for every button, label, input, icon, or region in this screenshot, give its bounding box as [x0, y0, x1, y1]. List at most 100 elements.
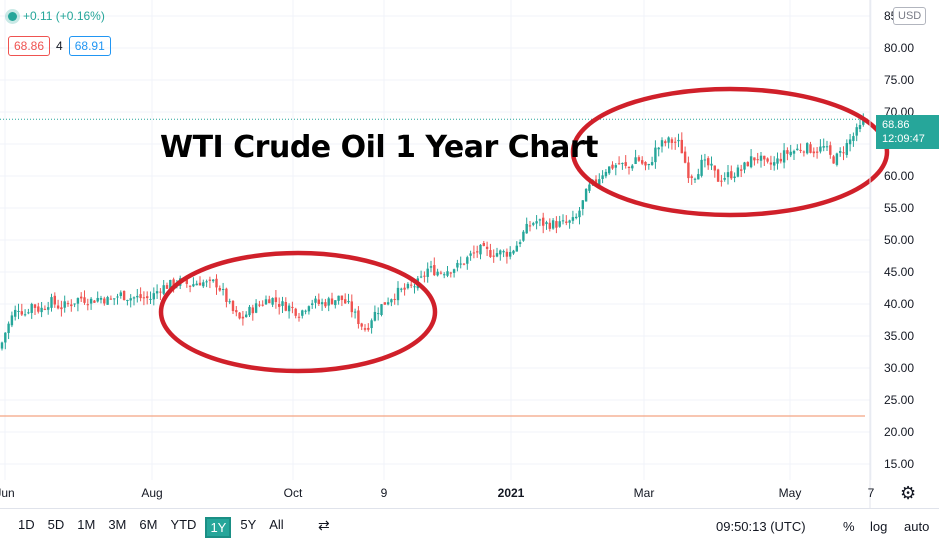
candle-body: [281, 301, 284, 306]
candle-body: [571, 217, 575, 221]
candle-body: [109, 298, 113, 300]
candle-body: [406, 283, 410, 289]
candle-body: [116, 296, 119, 298]
candle-body: [528, 225, 532, 227]
candle-body: [697, 174, 700, 180]
candle-body: [479, 244, 482, 255]
candle-body: [165, 285, 169, 289]
period-button-ytd[interactable]: YTD: [170, 517, 197, 532]
currency-label[interactable]: USD: [893, 7, 927, 25]
candle-body: [208, 279, 212, 281]
candle-body: [476, 251, 479, 253]
gear-icon[interactable]: ⚙: [900, 483, 917, 503]
candle-body: [228, 301, 231, 303]
y-tick-label: 30.00: [884, 361, 914, 375]
candle-body: [139, 294, 142, 299]
candle-body: [749, 156, 753, 168]
candle-body: [27, 312, 30, 314]
candle-body: [743, 162, 746, 170]
candle-body: [373, 311, 377, 321]
candle-body: [284, 301, 287, 311]
candle-body: [561, 220, 565, 222]
candle-body: [400, 288, 403, 290]
bar-countdown: 12:09:47: [882, 133, 925, 145]
candle-body: [287, 305, 291, 312]
candle-body: [439, 272, 443, 274]
candle-body: [545, 222, 548, 225]
period-button-3m[interactable]: 3M: [108, 517, 127, 532]
auto-toggle[interactable]: auto: [904, 519, 930, 534]
percent-toggle[interactable]: %: [843, 519, 855, 534]
candle-body: [377, 313, 380, 315]
candle-body: [33, 304, 37, 308]
candle-body: [548, 222, 551, 229]
period-button-1m[interactable]: 1M: [77, 517, 96, 532]
candle-body: [456, 262, 459, 268]
candle-body: [106, 297, 109, 305]
period-button-all[interactable]: All: [269, 517, 284, 532]
candle-body: [634, 157, 637, 164]
candle-body: [518, 242, 522, 244]
y-tick-label: 20.00: [884, 425, 914, 439]
period-button-6m[interactable]: 6M: [139, 517, 158, 532]
candle-body: [779, 158, 782, 162]
candle-body: [631, 165, 634, 169]
candle-body: [472, 252, 476, 254]
clock-time[interactable]: 09:50:13 (UTC): [716, 519, 806, 534]
time-axis: Jun Aug Oct 9 2021 Mar May 7: [0, 486, 875, 500]
candle-body: [700, 159, 703, 176]
period-button-5d[interactable]: 5D: [47, 517, 65, 532]
candle-body: [443, 274, 446, 276]
log-toggle[interactable]: log: [870, 519, 888, 534]
candle-body: [535, 221, 538, 224]
period-selector: 1D 5D 1M 3M 6M YTD 1Y 5Y All: [14, 517, 288, 538]
candle-body: [0, 342, 4, 349]
bottom-separator: [0, 508, 939, 509]
ask-button[interactable]: 68.91: [68, 36, 111, 56]
candle-body: [63, 301, 66, 308]
candle-body: [132, 297, 136, 299]
period-button-1y[interactable]: 1Y: [205, 517, 232, 538]
ellipse-annotations: [158, 86, 890, 374]
candle-body: [337, 295, 340, 301]
candle-body: [73, 303, 76, 305]
x-tick-label: 2021: [498, 486, 525, 500]
last-price-value: 68.86: [882, 119, 910, 131]
candle-body: [4, 332, 7, 343]
candle-body: [241, 316, 245, 319]
x-tick-label: 9: [381, 486, 388, 500]
period-button-1d[interactable]: 1D: [18, 517, 35, 532]
candle-body: [515, 245, 518, 252]
period-button-5y[interactable]: 5Y: [240, 517, 257, 532]
price-change: +0.11 (+0.16%): [23, 9, 105, 23]
annotation-ellipse-2021: [570, 86, 890, 218]
candle-body: [56, 305, 60, 309]
candle-body: [492, 255, 495, 257]
candle-body: [17, 310, 20, 312]
candle-body: [96, 297, 99, 302]
candle-body: [489, 250, 492, 257]
candle-body: [23, 314, 27, 316]
candle-body: [238, 312, 241, 319]
x-tick-label: 7: [868, 486, 875, 500]
price-change-info: +0.11 (+0.16%): [8, 9, 105, 23]
y-tick-label: 80.00: [884, 41, 914, 55]
candle-body: [426, 268, 429, 277]
candle-body: [357, 310, 360, 325]
y-tick-label: 50.00: [884, 233, 914, 247]
candle-body: [410, 284, 413, 286]
candle-body: [423, 275, 426, 277]
candle-body: [482, 242, 485, 246]
candle-body: [215, 278, 218, 288]
candle-body: [581, 200, 584, 209]
candle-body: [670, 139, 674, 143]
bid-button[interactable]: 68.86: [8, 36, 51, 56]
compare-range-icon[interactable]: ⇄: [318, 517, 330, 533]
candle-body: [495, 253, 499, 257]
candle-body: [60, 307, 63, 310]
candle-body: [862, 120, 865, 125]
candle-body: [740, 169, 743, 171]
candle-body: [825, 146, 829, 148]
candle-body: [687, 162, 690, 179]
